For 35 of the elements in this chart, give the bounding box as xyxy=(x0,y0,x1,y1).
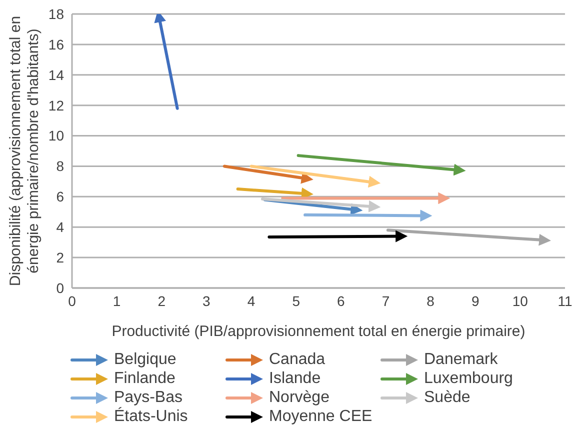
legend-label: Belgique xyxy=(114,350,176,368)
x-tick-label: 0 xyxy=(68,292,76,309)
legend-label: Suède xyxy=(424,388,470,406)
x-tick-label: 9 xyxy=(471,292,480,309)
y-tick-label: 18 xyxy=(48,6,64,22)
legend-label: États-Unis xyxy=(114,408,188,426)
x-tick-label: 1 xyxy=(112,292,121,309)
y-tick-label: 0 xyxy=(56,280,64,296)
legend-label: Moyenne CEE xyxy=(269,408,372,426)
x-tick-label: 2 xyxy=(158,292,166,309)
legend-label: Canada xyxy=(269,350,326,368)
y-tick-label: 16 xyxy=(48,36,64,52)
x-tick-label: 4 xyxy=(247,292,256,309)
x-tick-label: 3 xyxy=(202,292,211,309)
x-tick-label: 5 xyxy=(292,292,300,309)
y-tick-label: 2 xyxy=(56,250,64,266)
legend-label: Luxembourg xyxy=(424,370,513,388)
y-tick-label: 4 xyxy=(56,219,64,236)
legend-label: Pays-Bas xyxy=(114,388,182,406)
legend-label: Danemark xyxy=(424,350,498,368)
x-tick-label: 6 xyxy=(337,292,346,309)
y-axis-title: Disponibilité (approvisionnement total en énergie primaire/nombre d'habitants) xyxy=(7,16,42,286)
y-tick-label: 12 xyxy=(48,97,64,114)
y-tick-label: 10 xyxy=(48,128,64,144)
x-tick-label: 11 xyxy=(558,292,572,309)
y-tick-label: 14 xyxy=(48,66,64,83)
x-axis-title: Productivité (PIB/approvisionnement total en énergie primaire) xyxy=(112,323,526,340)
y-tick-label: 8 xyxy=(56,158,64,174)
legend-label: Islande xyxy=(269,370,321,388)
x-tick-label: 10 xyxy=(512,292,528,309)
legend-label: Finlande xyxy=(114,370,176,388)
y-tick-label: 6 xyxy=(56,188,64,205)
legend-label: Norvège xyxy=(269,388,330,406)
x-tick-label: 7 xyxy=(382,292,390,309)
x-tick-label: 8 xyxy=(426,292,435,309)
